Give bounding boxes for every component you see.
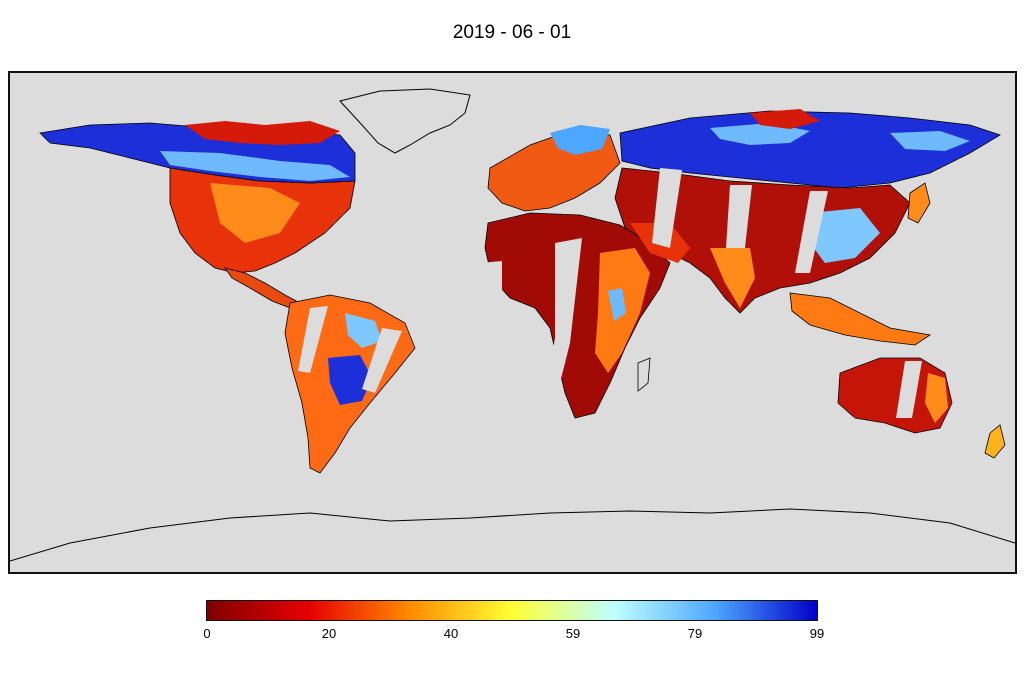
colorbar-tick-label: 79 [687, 626, 703, 641]
asia-light-blue-band [710, 123, 970, 151]
india-orange [710, 248, 755, 308]
colorbar [206, 600, 818, 621]
australia-swath-gap [896, 361, 922, 418]
siberia-red-patch [750, 109, 820, 129]
africa-swath-gap [480, 238, 582, 403]
north-america-light-blue-band [160, 151, 350, 181]
japan [907, 182, 931, 224]
australia-east-orange [925, 373, 948, 423]
new-zealand [984, 424, 1006, 459]
south-america-swath-gap [298, 306, 402, 393]
world-map [8, 71, 1017, 574]
australia [837, 357, 953, 434]
south-america-blue-patch [328, 355, 372, 405]
madagascar [637, 357, 651, 392]
north-america-orange-patches [210, 183, 300, 243]
asia-swath-gap [652, 168, 828, 273]
canadian-arctic-red [185, 121, 340, 145]
china-light-region [810, 208, 880, 263]
greenland-outline [339, 88, 471, 154]
world-map-canvas [10, 88, 1015, 562]
south-america-light-patch [345, 313, 382, 348]
colorbar-tick-label: 0 [203, 626, 211, 641]
africa-east-blue [608, 288, 626, 321]
colorbar-tick-label: 99 [809, 626, 825, 641]
colorbar-tick-label: 40 [443, 626, 459, 641]
antarctica-outline [10, 508, 1015, 562]
colorbar-tick-label: 20 [321, 626, 337, 641]
map-title: 2019 - 06 - 01 [452, 22, 572, 43]
southeast-asia [789, 292, 932, 346]
colorbar-tick-label: 59 [565, 626, 581, 641]
scandinavia-blue [550, 125, 610, 155]
